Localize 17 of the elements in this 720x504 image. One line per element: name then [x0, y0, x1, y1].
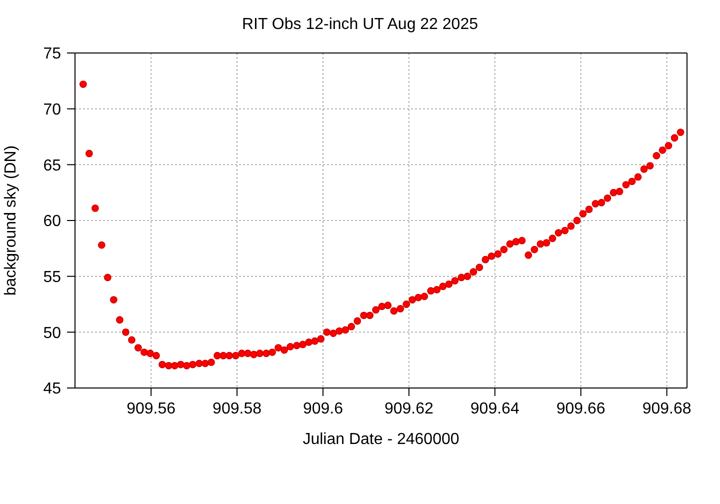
- x-axis-title: Julian Date - 2460000: [302, 431, 460, 448]
- y-tick-label: 75: [43, 46, 62, 63]
- y-tick-label: 65: [43, 157, 62, 174]
- y-tick-label: 55: [43, 269, 62, 286]
- y-axis-title: background sky (DN): [2, 145, 20, 296]
- y-tick-label: 45: [43, 380, 62, 398]
- x-tick-label: 909.64: [470, 400, 520, 418]
- y-tick-label: 50: [43, 324, 62, 342]
- x-tick-label: 909.56: [126, 400, 176, 418]
- x-tick-label: 909.66: [556, 400, 606, 418]
- x-tick-label: 909.6: [302, 400, 344, 418]
- y-tick-label: 60: [43, 213, 62, 230]
- x-tick-label: 909.58: [212, 400, 262, 418]
- chart-title: RIT Obs 12-inch UT Aug 22 2025: [241, 16, 479, 34]
- y-tick-label: 70: [43, 102, 62, 119]
- x-tick-label: 909.62: [384, 400, 434, 418]
- x-tick-label: 909.68: [642, 400, 692, 418]
